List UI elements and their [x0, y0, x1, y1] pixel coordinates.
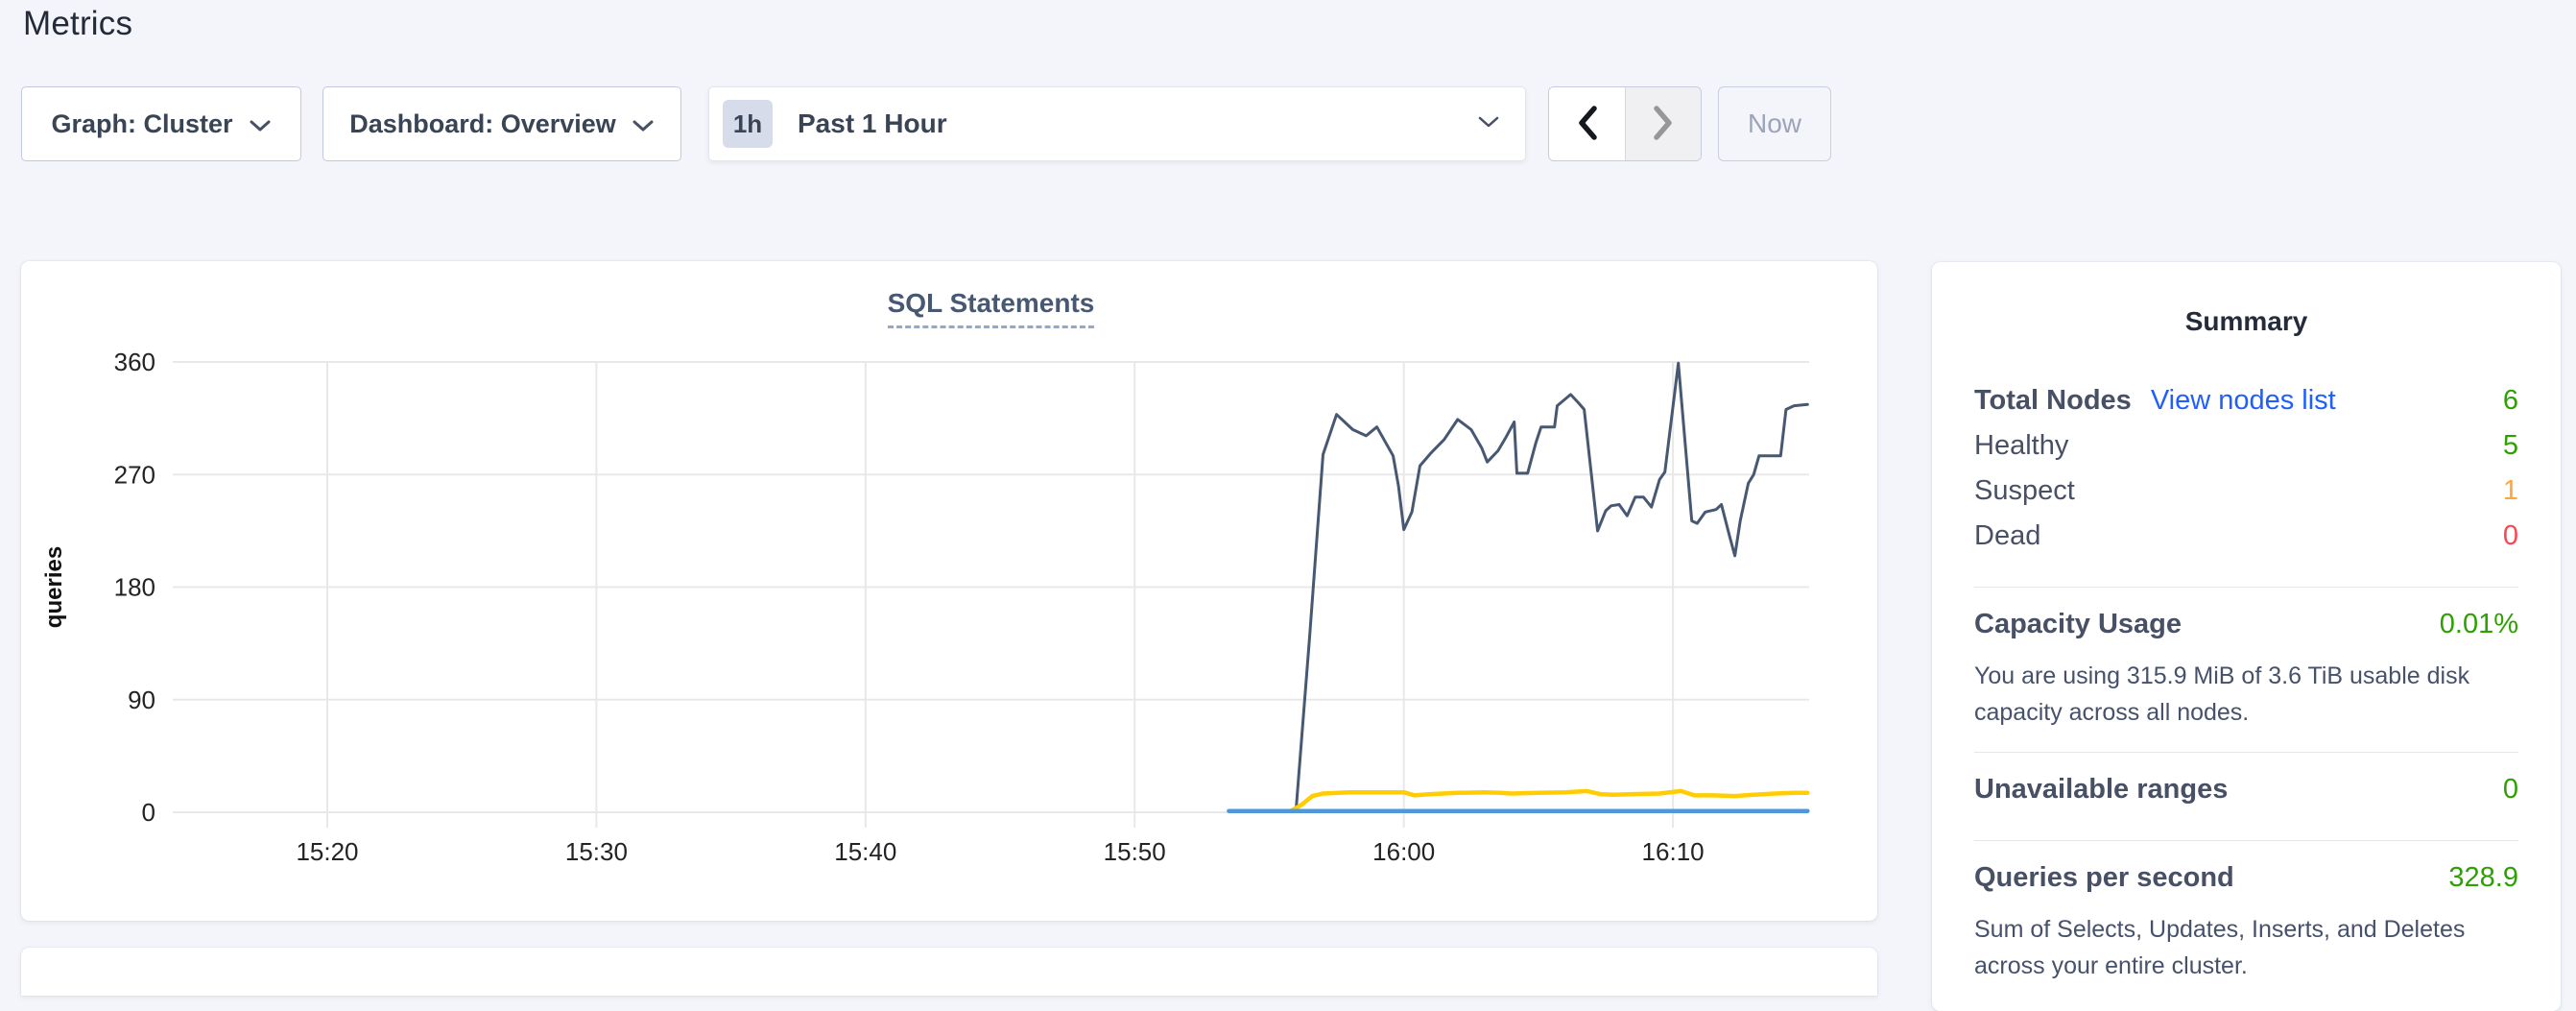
healthy-nodes-row: Healthy 5 [1974, 430, 2518, 475]
chart-title[interactable]: SQL Statements [887, 288, 1095, 328]
divider [1974, 840, 2518, 841]
suspect-label: Suspect [1974, 475, 2075, 506]
time-range-label: Past 1 Hour [798, 108, 947, 138]
y-tick-label: 90 [128, 686, 155, 714]
total-nodes-value: 6 [2502, 385, 2518, 416]
y-tick-label: 180 [114, 573, 155, 602]
divider [1974, 587, 2518, 588]
x-tick-label: 16:10 [1642, 837, 1705, 866]
healthy-label: Healthy [1974, 430, 2069, 461]
summary-heading: Summary [2184, 306, 2308, 336]
chevron-down-icon [249, 109, 272, 139]
dashboard-dropdown-label: Dashboard: Overview [349, 108, 616, 138]
dead-label: Dead [1974, 520, 2041, 551]
total-nodes-label: Total Nodes [1974, 385, 2132, 416]
unavailable-ranges-label: Unavailable ranges [1974, 774, 2229, 805]
dashboard-dropdown[interactable]: Dashboard: Overview [322, 86, 681, 161]
time-range-badge: 1h [723, 100, 773, 148]
unavailable-ranges-value: 0 [2502, 774, 2518, 805]
time-range-picker[interactable]: 1h Past 1 Hour [708, 86, 1526, 161]
capacity-usage-row: Capacity Usage 0.01% [1974, 609, 2518, 654]
chevron-left-icon [1574, 104, 1601, 145]
statements-yellow-line [1288, 788, 1810, 813]
unavailable-ranges-row: Unavailable ranges 0 [1974, 774, 2518, 819]
view-nodes-list-link[interactable]: View nodes list [2150, 385, 2336, 416]
healthy-value: 5 [2502, 430, 2518, 461]
page-title: Metrics [23, 5, 133, 42]
chevron-right-icon [1650, 104, 1677, 145]
dead-nodes-row: Dead 0 [1974, 520, 2518, 566]
x-tick-label: 15:30 [565, 837, 628, 866]
y-axis-unit-label: queries [41, 546, 67, 628]
dead-value: 0 [2502, 520, 2518, 551]
suspect-value: 1 [2502, 475, 2518, 506]
y-tick-label: 270 [114, 460, 155, 489]
queries-per-second-value: 328.9 [2448, 862, 2518, 893]
x-tick-label: 15:20 [296, 837, 358, 866]
sql-statements-chart-card: SQL Statements 0 90 180 270 360 15:20 15:30 15:… [21, 261, 1877, 921]
capacity-usage-value: 0.01% [2439, 609, 2518, 639]
chevron-down-icon [632, 109, 655, 139]
summary-panel: Summary Total Nodes View nodes list 6 He… [1932, 262, 2561, 1011]
queries-per-second-label: Queries per second [1974, 862, 2234, 893]
total-nodes-row: Total Nodes View nodes list 6 [1974, 385, 2518, 430]
graph-scope-dropdown-label: Graph: Cluster [51, 108, 233, 138]
x-tick-label: 16:00 [1372, 837, 1435, 866]
graph-scope-dropdown[interactable]: Graph: Cluster [21, 86, 301, 161]
suspect-nodes-row: Suspect 1 [1974, 475, 2518, 520]
queries-per-second-row: Queries per second 328.9 [1974, 862, 2518, 907]
y-tick-label: 0 [142, 798, 155, 827]
y-tick-label: 360 [114, 348, 155, 376]
capacity-usage-description: You are using 315.9 MiB of 3.6 TiB usabl… [1974, 662, 2470, 726]
x-tick-label: 15:50 [1104, 837, 1166, 866]
time-back-button[interactable] [1549, 87, 1625, 160]
sql-statements-chart-plot[interactable]: 0 90 180 270 360 15:20 15:30 15:40 15:50 16:00 16:… [21, 261, 1877, 921]
chevron-down-icon [1477, 115, 1500, 133]
capacity-usage-label: Capacity Usage [1974, 609, 2182, 639]
metrics-page: Metrics Graph: Cluster Dashboard: Overvi… [0, 5, 2576, 1011]
chart-title-row: SQL Statements [173, 288, 1809, 328]
x-tick-label: 15:40 [834, 837, 896, 866]
now-button[interactable]: Now [1718, 86, 1831, 161]
statements-navy-line [1295, 361, 1809, 810]
time-forward-button[interactable] [1625, 87, 1701, 160]
toolbar: Graph: Cluster Dashboard: Overview 1h Pa… [0, 86, 2576, 161]
time-nav-group [1548, 86, 1702, 161]
queries-per-second-description: Sum of Selects, Updates, Inserts, and De… [1974, 916, 2466, 979]
next-chart-card-partial [21, 948, 1877, 996]
divider [1974, 752, 2518, 753]
